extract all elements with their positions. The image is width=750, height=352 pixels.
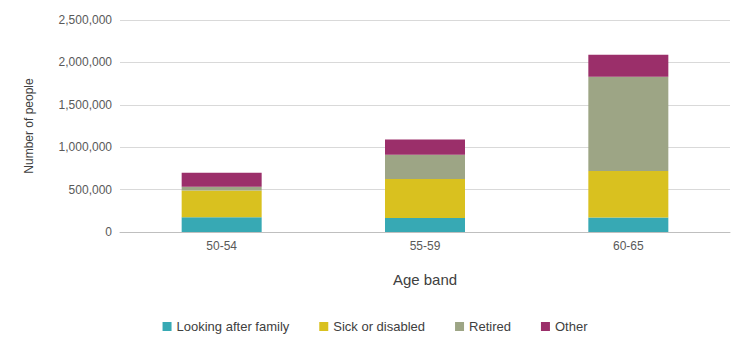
svg-text:50-54: 50-54	[206, 239, 237, 253]
svg-text:Other: Other	[555, 319, 588, 334]
svg-text:2,000,000: 2,000,000	[59, 55, 113, 69]
svg-text:500,000: 500,000	[69, 183, 113, 197]
svg-text:55-59: 55-59	[410, 239, 441, 253]
svg-text:0: 0	[105, 225, 112, 239]
svg-text:2,500,000: 2,500,000	[59, 13, 113, 27]
svg-text:Age band: Age band	[393, 271, 457, 288]
svg-text:Number of people: Number of people	[22, 78, 36, 174]
svg-text:Sick or disabled: Sick or disabled	[333, 319, 425, 334]
svg-text:1,500,000: 1,500,000	[59, 98, 113, 112]
svg-text:60-65: 60-65	[613, 239, 644, 253]
svg-text:1,000,000: 1,000,000	[59, 140, 113, 154]
svg-text:Looking after family: Looking after family	[177, 319, 290, 334]
svg-text:Retired: Retired	[469, 319, 511, 334]
